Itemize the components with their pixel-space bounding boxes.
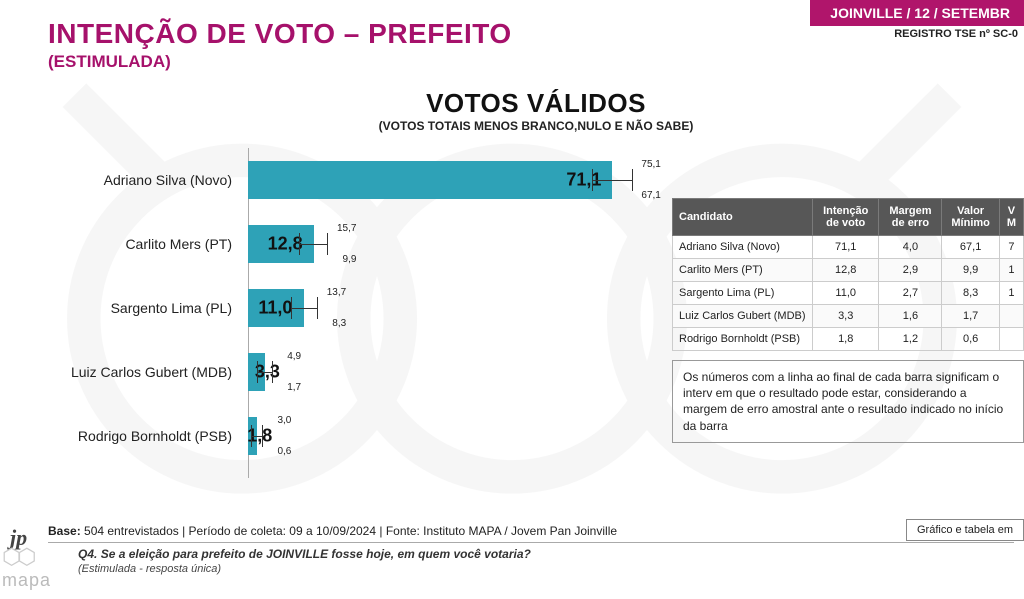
table-row: Sargento Lima (PL)11,02,78,31 [673,282,1024,305]
table-cell: Sargento Lima (PL) [673,282,813,305]
bar-value: 11,0 [258,298,292,319]
header: JOINVILLE / 12 / SETEMBR REGISTRO TSE nº… [48,18,1024,72]
candidate-label: Carlito Mers (PT) [48,236,248,252]
question-block: Q4. Se a eleição para prefeito de JOINVI… [78,547,1014,575]
note-box: Os números com a linha ao final de cada … [672,360,1024,443]
question-sub: (Estimulada - resposta única) [78,563,221,575]
table-row: Carlito Mers (PT)12,82,99,91 [673,259,1024,282]
bar-track: 11,013,78,3 [248,285,688,331]
table-row: Adriano Silva (Novo)71,14,067,17 [673,236,1024,259]
error-max: 4,9 [287,351,301,362]
chart-subtitle: (VOTOS TOTAIS MENOS BRANCO,NULO E NÃO SA… [48,119,1024,133]
error-max: 15,7 [337,223,356,234]
table-cell: 2,7 [879,282,942,305]
table-cell [999,305,1023,328]
table-cell: 12,8 [813,259,879,282]
table-cell: 3,3 [813,305,879,328]
error-min: 8,3 [332,318,346,329]
table-cell: Luiz Carlos Gubert (MDB) [673,305,813,328]
table-cell: 1,6 [879,305,942,328]
error-bar: 13,78,3 [291,297,319,319]
table-row: Rodrigo Bornholdt (PSB)1,81,20,6 [673,328,1024,351]
error-bar: 75,167,1 [592,169,633,191]
candidate-label: Rodrigo Bornholdt (PSB) [48,428,248,444]
table-cell: 1 [999,259,1023,282]
table-header: Margem de erro [879,199,942,236]
registro-line: REGISTRO TSE nº SC-0 [894,28,1018,40]
question-text: Se a eleição para prefeito de JOINVILLE … [101,547,531,561]
table-cell: Adriano Silva (Novo) [673,236,813,259]
error-max: 75,1 [641,159,660,170]
footer: Base: 504 entrevistados | Período de col… [48,522,1014,543]
error-max: 3,0 [277,415,291,426]
chart-row: Carlito Mers (PT)12,815,79,9 [48,212,688,276]
table-cell: 2,9 [879,259,942,282]
question-label: Q4. [78,547,97,561]
page-subtitle: (ESTIMULADA) [48,52,1024,72]
data-table: CandidatoIntenção de votoMargem de erroV… [672,198,1024,351]
table-header: Intenção de voto [813,199,879,236]
error-min: 9,9 [343,254,357,265]
table-cell: 1,2 [879,328,942,351]
candidate-label: Luiz Carlos Gubert (MDB) [48,364,248,380]
table-cell: 1,8 [813,328,879,351]
table-cell: 4,0 [879,236,942,259]
table-cell: 9,9 [942,259,999,282]
bar [248,161,612,199]
table-header: Valor Mínimo [942,199,999,236]
table-header: Candidato [673,199,813,236]
error-min: 1,7 [287,382,301,393]
bar-value: 12,8 [268,234,303,255]
bar-track: 1,83,00,6 [248,413,688,459]
location-badge: JOINVILLE / 12 / SETEMBR [810,0,1024,26]
table-cell [999,328,1023,351]
chart-row: Sargento Lima (PL)11,013,78,3 [48,276,688,340]
bar-track: 3,34,91,7 [248,349,688,395]
table-cell: 1 [999,282,1023,305]
table-cell: 11,0 [813,282,879,305]
chart-row: Luiz Carlos Gubert (MDB)3,34,91,7 [48,340,688,404]
chart-row: Rodrigo Bornholdt (PSB)1,83,00,6 [48,404,688,468]
bar-track: 71,175,167,1 [248,157,688,203]
table-cell: 8,3 [942,282,999,305]
table-cell: 7 [999,236,1023,259]
error-bar: 4,91,7 [257,361,273,383]
table-cell: Rodrigo Bornholdt (PSB) [673,328,813,351]
table-cell: 1,7 [942,305,999,328]
bar-chart: Adriano Silva (Novo)71,175,167,1Carlito … [48,148,688,468]
chart-row: Adriano Silva (Novo)71,175,167,1 [48,148,688,212]
base-text: 504 entrevistados | Período de coleta: 0… [84,524,617,538]
base-label: Base: [48,524,81,538]
chart-title: VOTOS VÁLIDOS [48,88,1024,119]
table-cell: 67,1 [942,236,999,259]
candidate-label: Sargento Lima (PL) [48,300,248,316]
error-min: 67,1 [641,190,660,201]
table-header: V M [999,199,1023,236]
table-cell: 0,6 [942,328,999,351]
logo-mapa: ⬡⬡ mapa [2,544,51,591]
table-row: Luiz Carlos Gubert (MDB)3,31,61,7 [673,305,1024,328]
bar-track: 12,815,79,9 [248,221,688,267]
error-max: 13,7 [327,287,346,298]
error-bar: 15,79,9 [299,233,329,255]
table-cell: 71,1 [813,236,879,259]
error-bar: 3,00,6 [251,425,263,447]
table-cell: Carlito Mers (PT) [673,259,813,282]
candidate-label: Adriano Silva (Novo) [48,172,248,188]
error-min: 0,6 [277,446,291,457]
